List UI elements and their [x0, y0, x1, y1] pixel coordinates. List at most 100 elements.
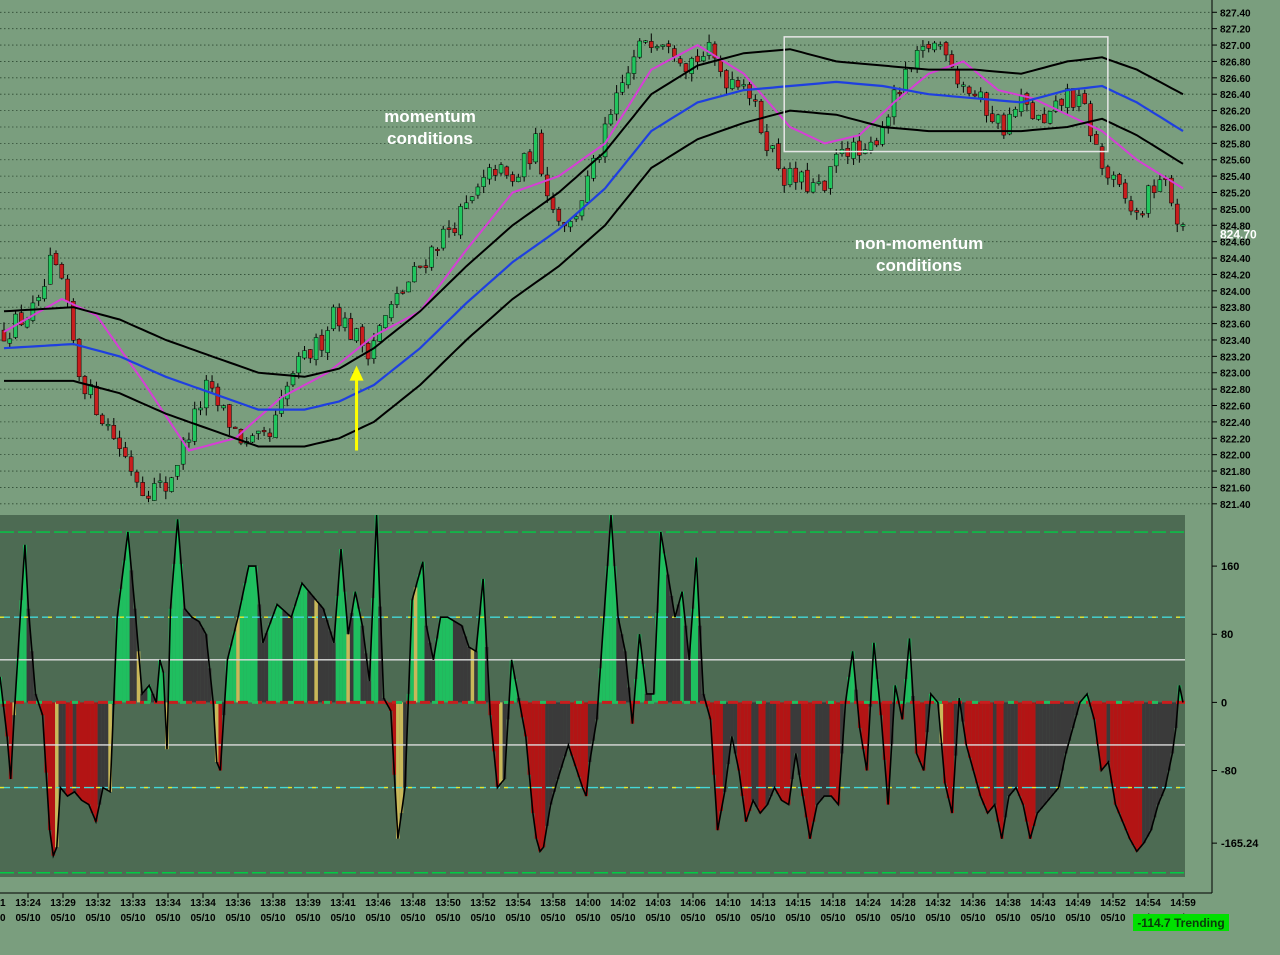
candle-body	[1007, 113, 1012, 135]
oscillator-bar	[371, 598, 375, 703]
candle-body	[342, 317, 348, 328]
time-tick-label: 13:32	[85, 898, 111, 909]
oscillator-bar	[456, 623, 461, 703]
candle-body	[880, 126, 885, 145]
oscillator-bar	[317, 604, 322, 703]
candle-body	[71, 301, 76, 341]
oscillator-bar	[563, 702, 567, 757]
candle-body	[296, 356, 301, 374]
candle-body	[822, 180, 827, 191]
oscillator-bar	[939, 702, 944, 743]
oscillator-bar	[1039, 702, 1043, 809]
candle-body	[504, 166, 510, 176]
oscillator-bar	[1042, 702, 1047, 805]
candle-body	[1151, 185, 1157, 193]
oscillator-histogram	[0, 515, 1182, 856]
oscillator-bar	[975, 702, 979, 784]
date-tick-label: 05/10	[715, 913, 740, 924]
price-axis-ticks: 827.40 827.20 827.00 826.80 826.60 826.40 826.…	[1212, 8, 1257, 511]
price-tick-label: 826.20	[1220, 107, 1251, 118]
candle-body	[978, 91, 983, 98]
oscillator-bar	[865, 702, 869, 771]
candle-body	[1047, 111, 1053, 124]
date-tick-label: 05/10	[15, 913, 40, 924]
candle-body	[1013, 109, 1018, 117]
candle-body	[643, 40, 648, 43]
lower-band-line	[4, 109, 1184, 448]
oscillator-bar	[538, 702, 542, 852]
oscillator-bar	[104, 702, 109, 790]
oscillator-axis-ticks: 160 80 0 -80 -165.24	[1212, 561, 1259, 850]
oscillator-bar	[889, 702, 894, 745]
oscillator-bar	[346, 634, 350, 703]
oscillator-bar	[1095, 702, 1100, 745]
time-tick-label: 13:29	[50, 898, 76, 909]
candle-body	[59, 264, 65, 279]
candle-body	[30, 302, 36, 321]
date-tick-label: 05/10	[50, 913, 75, 924]
oscillator-bar	[1131, 702, 1136, 846]
candle-body	[926, 44, 931, 49]
trend-status-label: -114.7 Trending	[1137, 916, 1224, 930]
oscillator-bar	[314, 600, 318, 703]
oscillator-bar	[1159, 702, 1164, 797]
candle-body	[458, 206, 463, 236]
candle-body	[325, 330, 330, 353]
oscillator-bar	[477, 615, 482, 703]
candle-body	[1042, 113, 1047, 124]
candle-body	[516, 176, 521, 183]
oscillator-bar	[1074, 702, 1079, 716]
candle-body	[545, 174, 550, 197]
oscillator-bar	[804, 702, 809, 818]
oscillator-bar	[630, 702, 635, 724]
candle-body	[660, 44, 666, 47]
price-tick-label: 823.00	[1220, 369, 1251, 380]
candle-body	[573, 216, 579, 220]
oscillator-bar	[882, 702, 887, 760]
time-tick-label: 14:59	[1170, 898, 1196, 909]
candle-body	[180, 439, 186, 465]
price-tick-label: 822.00	[1220, 451, 1251, 462]
oscillator-bar	[69, 702, 73, 794]
candle-body	[1174, 203, 1180, 225]
candle-body	[204, 379, 209, 409]
candle-body	[94, 385, 99, 416]
oscillator-bar	[971, 702, 976, 771]
price-tick-label: 825.20	[1220, 189, 1251, 200]
candle-body	[1094, 134, 1099, 145]
oscillator-bar	[1170, 702, 1175, 754]
candle-body	[146, 495, 151, 499]
oscillator-bar	[797, 702, 802, 775]
price-tick-label: 823.80	[1220, 303, 1251, 314]
candle-body	[267, 432, 273, 437]
oscillator-bar	[186, 612, 191, 703]
candle-body	[1111, 174, 1116, 180]
date-tick-label: 05/10	[190, 913, 215, 924]
candle-body	[724, 70, 729, 89]
oscillator-bar	[552, 702, 556, 792]
candle-body	[701, 56, 706, 62]
candle-body	[729, 79, 735, 89]
oscillator-bar	[293, 605, 297, 703]
oscillator-bar	[666, 574, 670, 703]
oscillator-bar	[129, 570, 134, 703]
oscillator-bar	[1028, 702, 1033, 839]
candle-body	[53, 253, 59, 265]
candle-body	[1024, 93, 1030, 105]
oscillator-bar	[793, 702, 798, 754]
oscillator-bar	[1049, 702, 1054, 797]
selection-box[interactable]	[783, 36, 1109, 153]
date-tick-label: 0	[0, 913, 6, 924]
candle-body	[1099, 146, 1105, 169]
oscillator-bar	[87, 702, 91, 805]
oscillator-bar	[730, 702, 734, 737]
oscillator-bar	[257, 604, 262, 703]
oscillator-bar	[335, 595, 340, 703]
oscillator-bar	[982, 702, 986, 805]
price-tick-label: 826.60	[1220, 74, 1251, 85]
oscillator-bar	[872, 642, 876, 703]
candle-body	[747, 84, 752, 99]
oscillator-bar	[829, 702, 834, 797]
oscillator-bar	[655, 612, 660, 703]
